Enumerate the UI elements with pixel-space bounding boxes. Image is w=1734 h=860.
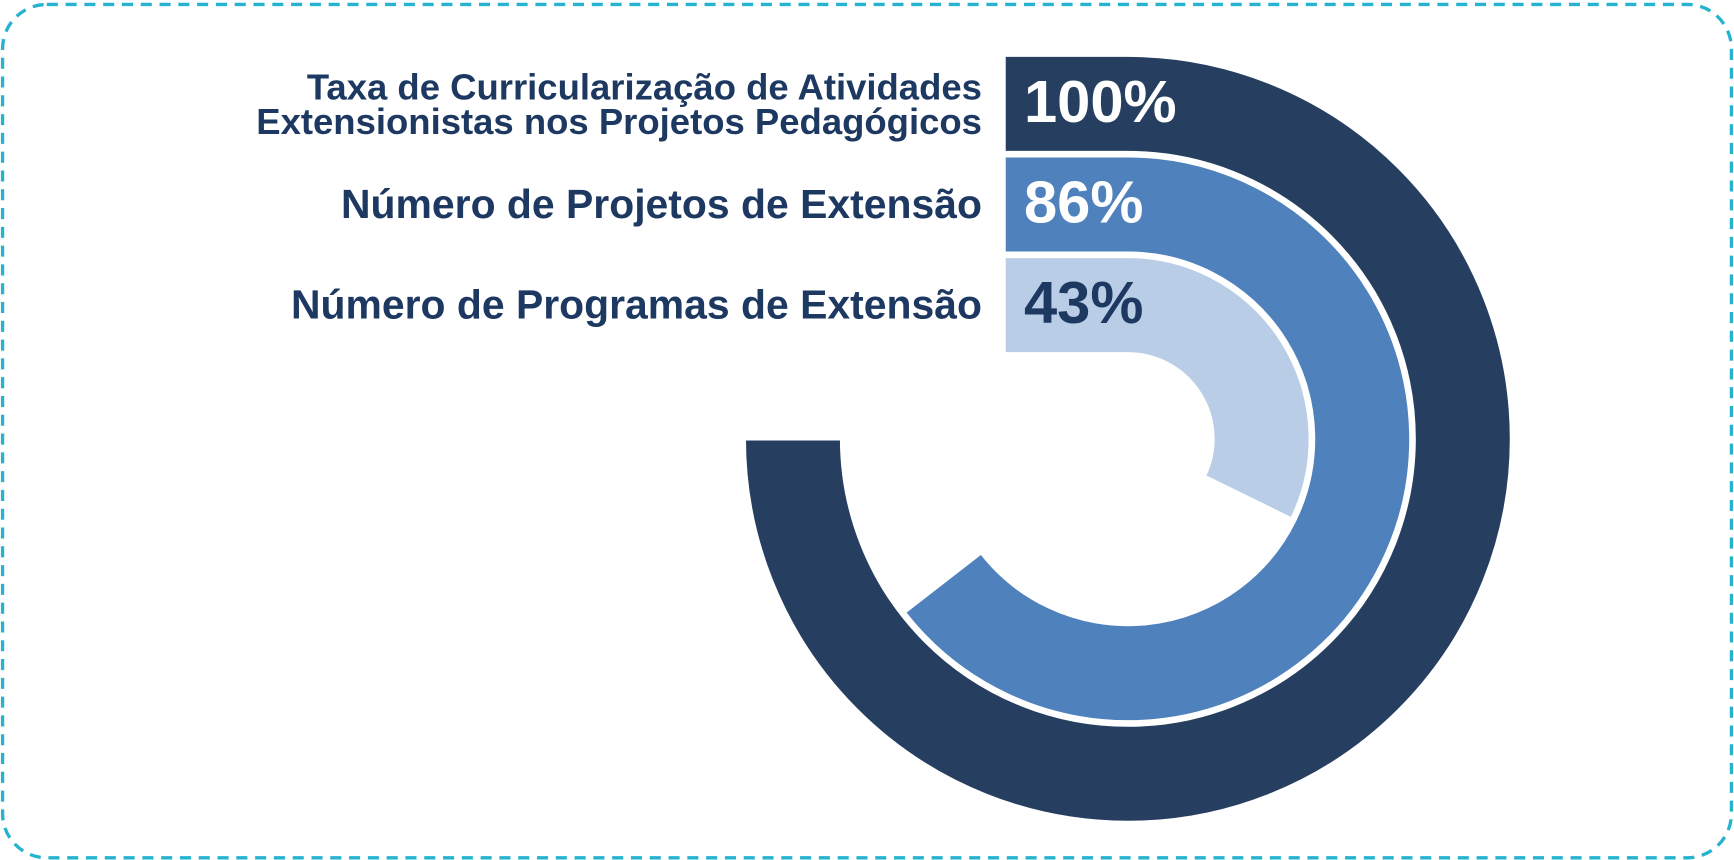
category-label-box: Número de Programas de Extensão xyxy=(290,282,982,328)
radial-bar xyxy=(901,154,1413,724)
category-label: Número de Projetos de Extensão xyxy=(341,181,982,228)
category-label: Número de Programas de Extensão xyxy=(290,282,982,328)
category-label-box: Número de Projetos de Extensão xyxy=(341,181,982,228)
value-label: 43% xyxy=(1024,269,1143,336)
value-label: 86% xyxy=(1024,168,1143,235)
category-label-box: Taxa de Curricularização de Atividades E… xyxy=(256,65,982,142)
radial-bar xyxy=(1002,254,1312,522)
radial-bar xyxy=(742,53,1514,825)
category-label: Taxa de Curricularização de Atividades E… xyxy=(256,65,982,142)
value-label: 100% xyxy=(1024,68,1177,135)
